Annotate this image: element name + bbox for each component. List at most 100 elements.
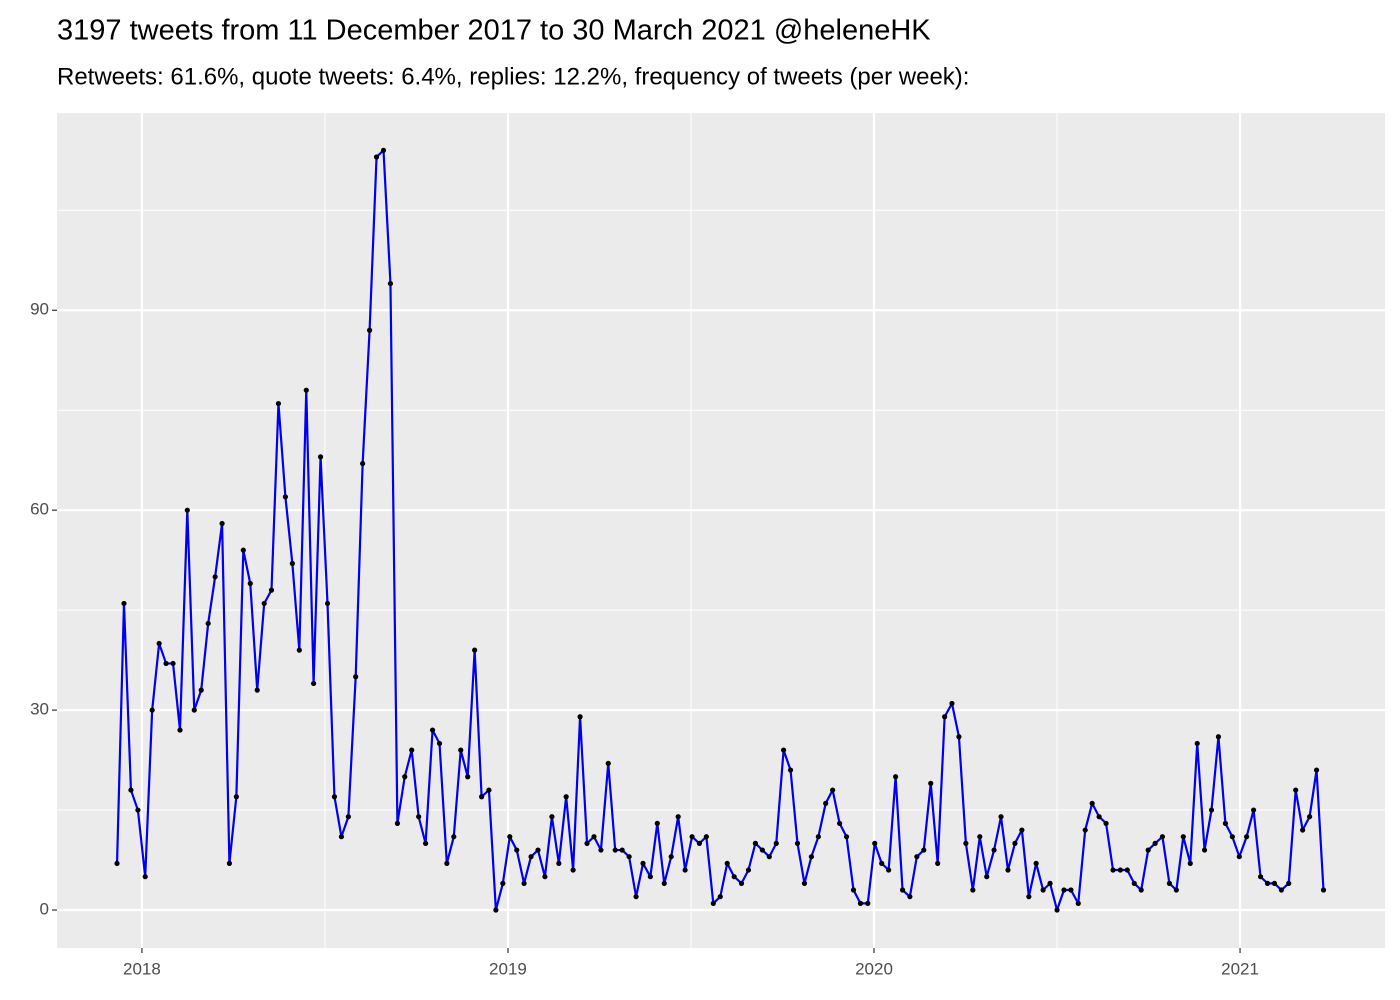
data-point [289,560,295,567]
data-point [198,687,204,693]
data-point [661,880,667,886]
data-point [1208,807,1215,813]
chart-subtitle: Retweets: 61.6%, quote tweets: 6.4%, rep… [57,63,969,90]
data-point [114,860,120,866]
data-point [1061,887,1067,893]
data-point [949,700,955,707]
data-point [815,834,821,840]
data-point [479,794,485,800]
data-point [914,854,920,860]
data-point [121,600,127,607]
data-point [423,840,429,846]
data-point [556,860,562,866]
data-point [780,747,787,753]
data-point [1166,880,1173,886]
data-point [1187,860,1193,866]
data-point [1047,880,1053,886]
data-point [1138,887,1144,893]
data-point [654,820,660,826]
data-point [296,647,302,653]
data-point [366,327,373,333]
y-tick-label: 90 [30,300,49,319]
data-point [977,834,983,840]
data-point [1222,820,1229,826]
data-point [226,860,233,866]
data-point [1264,880,1271,886]
data-point [843,834,850,840]
data-point [177,727,183,733]
data-point [921,847,927,853]
data-point [731,874,737,880]
data-point [1306,814,1313,820]
data-point [598,847,604,853]
data-point [759,847,765,853]
data-point [1131,880,1137,886]
data-point [409,747,415,753]
x-tick-label: 2020 [855,959,893,978]
data-point [1215,734,1222,740]
y-tick-label: 0 [40,899,49,918]
data-point [1173,887,1179,893]
data-point [1201,847,1208,853]
data-point [1180,834,1186,840]
data-point [1124,867,1130,873]
data-point [1040,887,1046,893]
data-point [682,867,688,873]
data-point [387,280,394,287]
data-point [1096,814,1102,820]
data-point [703,834,709,840]
data-point [830,787,836,793]
data-point [310,680,317,687]
data-point [935,860,941,866]
data-point [563,794,569,800]
data-point [717,894,723,900]
data-point [605,760,611,767]
data-point [444,860,450,866]
data-point [254,687,260,693]
data-point [219,520,225,527]
data-point [507,834,513,840]
data-point [233,794,239,800]
data-point [163,660,169,667]
data-point [1103,820,1109,826]
data-point [549,814,555,820]
data-point [1236,854,1242,860]
data-point [865,900,871,906]
data-point [942,714,948,720]
data-point [394,820,401,826]
data-point [1019,827,1025,833]
data-point [836,820,843,826]
data-point [956,734,962,740]
data-point [766,854,772,860]
data-point [899,887,906,893]
data-point [1257,874,1264,880]
data-point [429,727,436,733]
data-point [170,660,176,667]
x-tick-label: 2019 [489,959,527,978]
data-point [360,460,366,467]
data-point [1244,834,1250,840]
data-point [794,840,801,846]
data-point [345,814,351,820]
data-point [1271,880,1278,886]
data-point [1159,834,1166,840]
data-point [872,840,878,846]
data-point [1278,887,1285,893]
data-point [991,847,997,853]
data-point [710,900,716,906]
data-point [1320,887,1327,893]
data-point [1229,834,1235,840]
data-point [1145,847,1151,853]
data-point [787,767,794,773]
data-point [191,707,197,713]
data-point [1300,827,1306,833]
plot-panel [57,113,1385,948]
data-point [331,794,338,800]
data-point [970,887,976,893]
data-point [1026,894,1032,900]
data-point [689,834,695,840]
data-point [156,640,162,647]
data-point [275,400,282,407]
